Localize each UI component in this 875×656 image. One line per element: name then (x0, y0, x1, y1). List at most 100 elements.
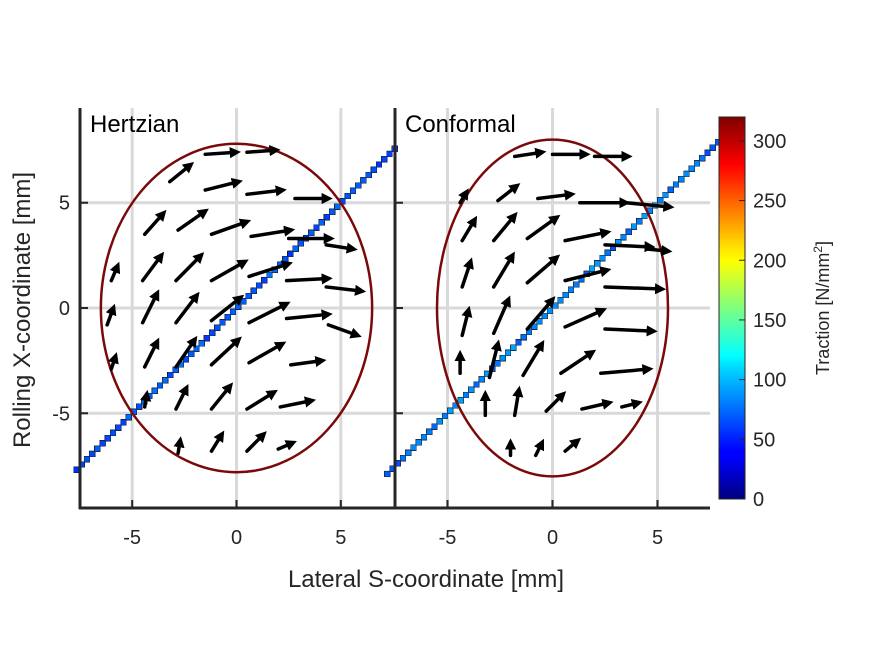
traction-cell (83, 456, 90, 463)
traction-cell (709, 144, 716, 151)
traction-cell (115, 424, 122, 431)
x-tick-label: 5 (335, 527, 346, 549)
traction-arrow (209, 259, 249, 283)
traction-arrow (289, 355, 327, 368)
traction-cell (157, 382, 163, 389)
traction-cell (410, 444, 417, 451)
traction-arrow (491, 295, 511, 336)
traction-arrow (276, 440, 297, 451)
traction-cell (694, 160, 700, 167)
traction-cell (667, 186, 674, 193)
traction-arrows (105, 145, 367, 456)
traction-cell (421, 434, 427, 441)
traction-cell (376, 161, 382, 168)
x-axis-label: Lateral S-coordinate [mm] (288, 566, 564, 593)
traction-arrow (460, 305, 473, 338)
traction-arrow (496, 183, 521, 203)
traction-cell (604, 249, 611, 256)
traction-cell (214, 324, 221, 331)
traction-arrow (245, 185, 287, 197)
traction-cell (473, 381, 480, 388)
traction-cell (120, 419, 127, 426)
y-tick-label: -5 (52, 403, 70, 425)
traction-arrow (247, 341, 287, 365)
traction-cell (318, 219, 325, 226)
traction-cell (110, 429, 116, 436)
traction-cell (350, 187, 356, 194)
traction-arrow (203, 177, 243, 192)
traction-cell (136, 403, 143, 410)
traction-cell (657, 197, 664, 204)
traction-cell (297, 240, 304, 247)
traction-arrow (174, 383, 189, 411)
colorbar-tick-label: 50 (753, 429, 775, 451)
traction-cell (468, 386, 475, 393)
traction-arrow (140, 251, 165, 283)
traction-cell (573, 281, 580, 288)
traction-cell (151, 387, 158, 394)
traction-cell (594, 260, 601, 267)
colorbar-tick-label: 250 (753, 191, 786, 213)
traction-arrow (563, 228, 612, 243)
traction-arrow (603, 283, 667, 295)
traction-cell (384, 470, 391, 477)
traction-arrow (491, 211, 518, 243)
traction-arrow (460, 215, 478, 243)
traction-cell (365, 172, 372, 178)
traction-arrow (512, 147, 547, 159)
traction-cell (230, 308, 236, 315)
traction-cell (334, 203, 341, 210)
traction-arrow (512, 385, 524, 418)
traction-cell (224, 314, 231, 321)
traction-arrow (460, 257, 474, 289)
traction-cell (562, 292, 569, 298)
traction-cell (287, 250, 294, 257)
traction-cell (73, 466, 80, 473)
traction-cell (431, 423, 438, 430)
traction-cell (245, 293, 252, 300)
traction-cell (370, 166, 377, 173)
traction-arrow (620, 398, 643, 410)
traction-arrow (278, 396, 317, 409)
traction-cell (688, 165, 695, 172)
traction-arrow (525, 296, 556, 331)
traction-arrow (563, 307, 607, 329)
traction-cell (99, 440, 106, 447)
traction-cell (457, 397, 464, 404)
traction-cell (266, 272, 273, 278)
x-tick-label: 0 (231, 527, 242, 549)
traction-cell (292, 245, 299, 252)
traction-cell (463, 392, 469, 398)
traction-arrow (167, 162, 195, 184)
traction-arrow (142, 337, 160, 369)
traction-arrow (174, 252, 205, 283)
traction-cell (541, 313, 548, 320)
traction-cell (261, 277, 268, 284)
traction-cell (426, 428, 433, 435)
traction-arrow (326, 323, 362, 339)
traction-cell (510, 344, 517, 351)
traction-cell (636, 218, 643, 225)
traction-arrow (105, 303, 117, 327)
traction-cell (125, 414, 132, 421)
traction-cell (405, 449, 412, 456)
traction-cell (235, 303, 242, 310)
x-tick-label: 0 (547, 527, 558, 549)
traction-cell (683, 170, 690, 177)
traction-cell (499, 355, 506, 362)
traction-cell (436, 418, 443, 425)
traction-cell (203, 335, 210, 342)
traction-cell (344, 193, 351, 200)
traction-cell (381, 156, 388, 163)
traction-arrow (176, 208, 209, 232)
traction-arrow (209, 430, 225, 453)
colorbar-tick-label: 150 (753, 310, 786, 332)
traction-cell (589, 265, 595, 272)
traction-cell (599, 255, 606, 262)
traction-arrow (245, 389, 278, 411)
traction-arrow (491, 251, 515, 289)
traction-cell (198, 340, 205, 347)
